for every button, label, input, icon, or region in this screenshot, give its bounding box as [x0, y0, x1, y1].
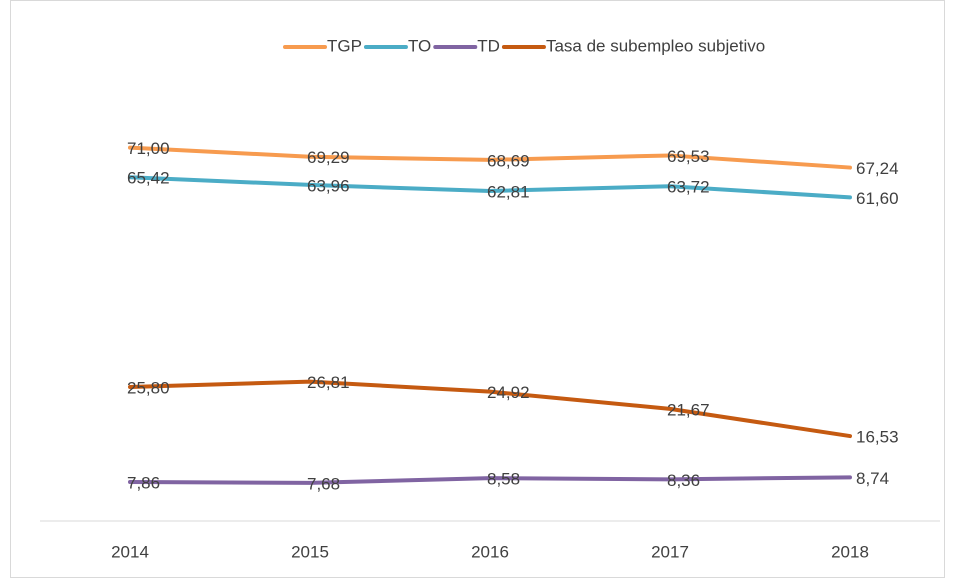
- series-line: [128, 379, 852, 439]
- data-label: 7,86: [127, 473, 160, 492]
- data-label: 16,53: [856, 428, 899, 447]
- data-label: 69,53: [667, 147, 710, 166]
- x-tick-label: 2016: [471, 542, 509, 561]
- data-label: 61,60: [856, 189, 899, 208]
- data-label: 26,81: [307, 373, 350, 392]
- data-label: 71,00: [127, 139, 170, 158]
- x-tick-label: 2015: [291, 542, 329, 561]
- series-line: [128, 175, 852, 200]
- legend-label: TD: [477, 36, 500, 55]
- x-tick-label: 2017: [651, 542, 689, 561]
- legend-label: Tasa de subempleo subjetivo: [546, 36, 765, 55]
- data-label: 8,36: [667, 471, 700, 490]
- data-label: 67,24: [856, 159, 899, 178]
- legend-label: TGP: [327, 36, 362, 55]
- series-line: [128, 145, 852, 170]
- data-label: 63,72: [667, 178, 710, 197]
- data-label: 7,68: [307, 474, 340, 493]
- data-label: 25,80: [127, 378, 170, 397]
- data-label: 24,92: [487, 383, 530, 402]
- data-label: 68,69: [487, 151, 530, 170]
- x-tick-label: 2018: [831, 542, 869, 561]
- data-label: 65,42: [127, 169, 170, 188]
- data-label: 21,67: [667, 400, 710, 419]
- data-label: 62,81: [487, 183, 530, 202]
- legend-label: TO: [408, 36, 431, 55]
- data-label: 63,96: [307, 176, 350, 195]
- data-label: 8,74: [856, 469, 889, 488]
- x-tick-label: 2014: [111, 542, 149, 561]
- data-label: 8,58: [487, 470, 520, 489]
- data-label: 69,29: [307, 148, 350, 167]
- series-line: [128, 475, 852, 485]
